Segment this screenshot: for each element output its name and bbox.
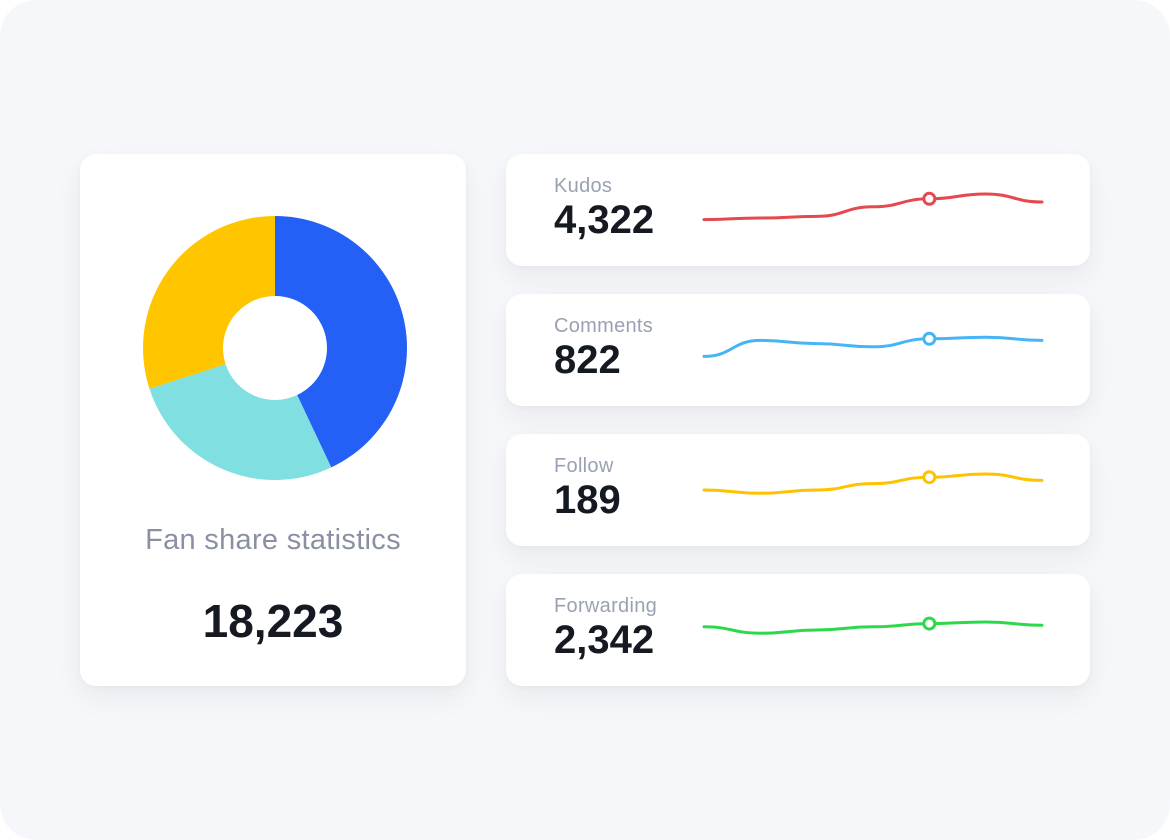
stat-card-follow[interactable]: Follow 189: [506, 434, 1090, 546]
stat-value: 822: [554, 338, 621, 382]
sparkline-path: [702, 192, 1044, 222]
stat-value: 4,322: [554, 198, 655, 242]
stat-value: 189: [554, 478, 621, 522]
sparkline-marker: [922, 331, 937, 346]
stat-label: Forwarding: [554, 595, 658, 617]
sparkline-marker: [922, 191, 937, 206]
donut-slice-2: [143, 216, 275, 389]
sparkline-comments: [702, 331, 1044, 358]
stat-card-comments[interactable]: Comments 822: [506, 294, 1090, 406]
sparkline-marker: [922, 616, 937, 631]
sparkline-path: [702, 620, 1044, 635]
sparkline-marker: [922, 470, 937, 485]
donut-chart: [143, 216, 407, 480]
donut-slice-0: [275, 216, 407, 468]
sparkline-follow: [702, 470, 1044, 495]
fan-share-card: Fan share statistics 18,223: [80, 154, 466, 686]
fan-share-title: Fan share statistics: [145, 524, 401, 556]
stat-card-forwarding[interactable]: Forwarding 2,342: [506, 574, 1090, 686]
stat-label: Comments: [554, 315, 654, 337]
stat-value: 2,342: [554, 618, 655, 662]
sparkline-forwarding: [702, 616, 1044, 635]
stat-label: Follow: [554, 455, 614, 477]
fan-share-total: 18,223: [202, 595, 344, 647]
donut-slice-1: [149, 364, 332, 480]
stat-label: Kudos: [554, 175, 613, 197]
stat-card-kudos[interactable]: Kudos 4,322: [506, 154, 1090, 266]
sparkline-path: [702, 472, 1044, 495]
sparkline-path: [702, 335, 1044, 358]
sparkline-kudos: [702, 191, 1044, 222]
